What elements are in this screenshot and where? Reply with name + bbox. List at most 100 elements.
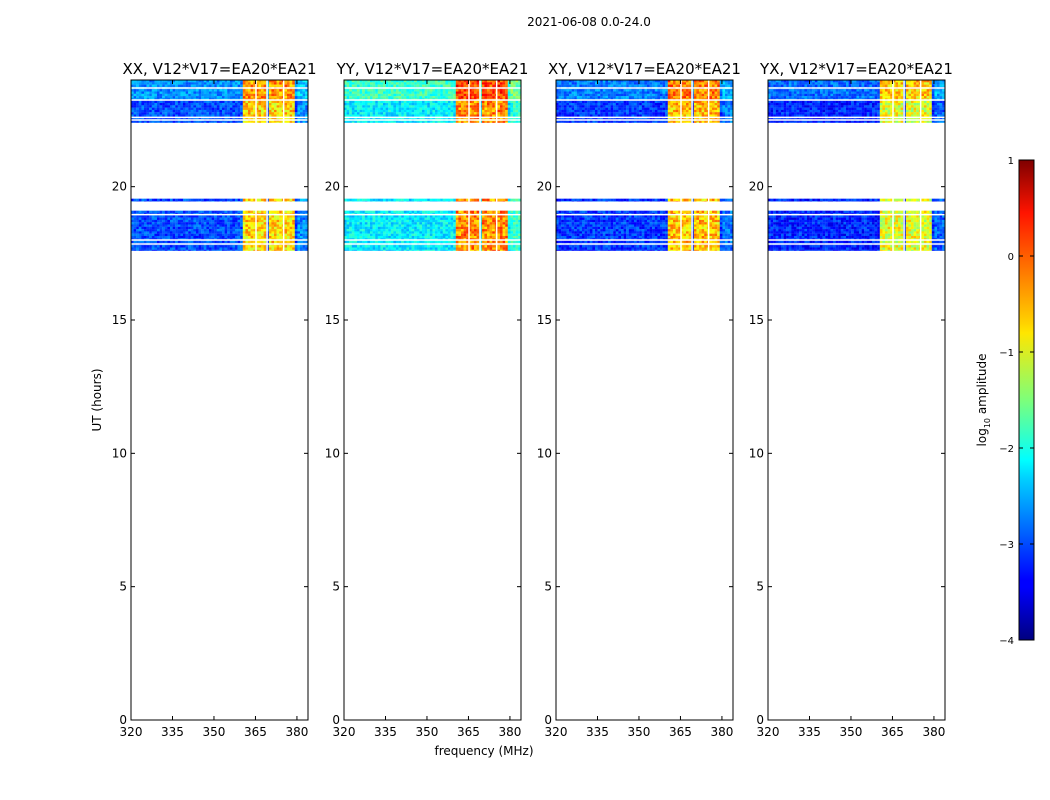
panel-title: XX, V12*V17=EA20*EA21	[122, 60, 316, 78]
heatmap-cell	[274, 210, 277, 214]
heatmap-cell	[162, 231, 165, 234]
heatmap-cell	[287, 91, 290, 94]
heatmap-cell	[416, 198, 420, 202]
heatmap-cell	[349, 103, 352, 106]
heatmap-cell	[279, 200, 282, 202]
heatmap-cell	[276, 198, 280, 202]
heatmap-cell	[188, 91, 191, 94]
heatmap-cell	[390, 233, 394, 237]
heatmap-cell	[211, 217, 215, 221]
heatmap-cell	[206, 229, 210, 232]
heatmap-cell	[237, 233, 241, 237]
heatmap-cell	[271, 107, 275, 111]
heatmap-cell	[196, 224, 199, 227]
heatmap-cell	[502, 198, 506, 202]
heatmap-cell	[289, 235, 293, 239]
heatmap-cell	[406, 84, 410, 88]
heatmap-cell	[390, 235, 394, 239]
heatmap-cell	[149, 247, 152, 250]
heatmap-cell	[453, 105, 456, 108]
heatmap-cell	[354, 245, 358, 248]
heatmap-cell	[362, 200, 365, 202]
heatmap-cell	[255, 91, 259, 94]
heatmap-cell	[437, 245, 441, 248]
heatmap-cell	[133, 210, 137, 214]
heatmap-cell	[245, 235, 249, 239]
heatmap-cell	[248, 103, 251, 106]
heatmap-cell	[227, 200, 230, 202]
heatmap-cell	[305, 93, 308, 97]
heatmap-cell	[268, 240, 272, 244]
heatmap-cell	[416, 219, 420, 223]
heatmap-cell	[349, 231, 352, 234]
heatmap-cell	[253, 247, 256, 250]
heatmap-cell	[235, 109, 238, 113]
heatmap-cell	[172, 91, 176, 94]
heatmap-cell	[468, 240, 472, 244]
heatmap-cell	[468, 229, 472, 232]
heatmap-cell	[149, 224, 152, 227]
heatmap-cell	[172, 93, 176, 97]
heatmap-cell	[183, 109, 186, 113]
heatmap-cell	[502, 240, 506, 244]
heatmap-cell	[198, 247, 202, 250]
heatmap-cell	[489, 217, 493, 221]
heatmap-cell	[513, 89, 516, 92]
heatmap-cell	[193, 235, 197, 239]
heatmap-cell	[287, 84, 290, 88]
heatmap-cell	[359, 229, 363, 232]
heatmap-cell	[305, 224, 308, 227]
heatmap-cell	[240, 210, 243, 214]
heatmap-cell	[276, 89, 280, 92]
heatmap-cell	[385, 105, 389, 108]
heatmap-cell	[419, 80, 423, 83]
heatmap-cell	[409, 224, 412, 227]
heatmap-cell	[167, 121, 171, 123]
heatmap-cell	[237, 89, 241, 92]
heatmap-cell	[435, 96, 438, 99]
heatmap-cell	[157, 100, 160, 104]
heatmap-cell	[157, 84, 160, 88]
heatmap-cell	[305, 217, 308, 221]
heatmap-cell	[458, 105, 462, 108]
heatmap-cell	[437, 93, 441, 97]
heatmap-cell	[214, 96, 217, 99]
heatmap-cell	[136, 112, 139, 115]
heatmap-cell	[292, 100, 295, 104]
heatmap-cell	[474, 219, 477, 223]
heatmap-cell	[271, 231, 275, 234]
heatmap-cell	[261, 245, 264, 248]
heatmap-cell	[201, 226, 204, 230]
heatmap-cell	[144, 114, 147, 117]
heatmap-cell	[193, 84, 197, 88]
heatmap-cell	[172, 210, 176, 214]
heatmap-cell	[422, 226, 425, 230]
heatmap-cell	[354, 222, 358, 225]
heatmap-cell	[136, 233, 139, 237]
heatmap-cell	[222, 84, 225, 88]
heatmap-cell	[198, 219, 202, 223]
heatmap-cell	[276, 210, 280, 214]
heatmap-cell	[372, 93, 376, 97]
heatmap-cell	[416, 105, 420, 108]
heatmap-cell	[505, 247, 508, 250]
heatmap-cell	[359, 105, 363, 108]
heatmap-cell	[206, 112, 210, 115]
heatmap-cell	[162, 219, 165, 223]
heatmap-cell	[136, 121, 139, 123]
heatmap-cell	[271, 219, 275, 223]
heatmap-cell	[138, 215, 142, 218]
heatmap-cell	[276, 229, 280, 232]
heatmap-cell	[442, 82, 446, 85]
heatmap-cell	[219, 112, 223, 115]
heatmap-cell	[455, 224, 459, 227]
heatmap-cell	[183, 240, 186, 244]
heatmap-cell	[487, 240, 490, 244]
heatmap-cell	[180, 93, 184, 97]
heatmap-cell	[409, 235, 412, 239]
heatmap-cell	[183, 105, 186, 108]
heatmap-cell	[167, 112, 171, 115]
heatmap-cell	[141, 200, 145, 202]
heatmap-cell	[224, 200, 228, 202]
heatmap-cell	[344, 210, 347, 214]
